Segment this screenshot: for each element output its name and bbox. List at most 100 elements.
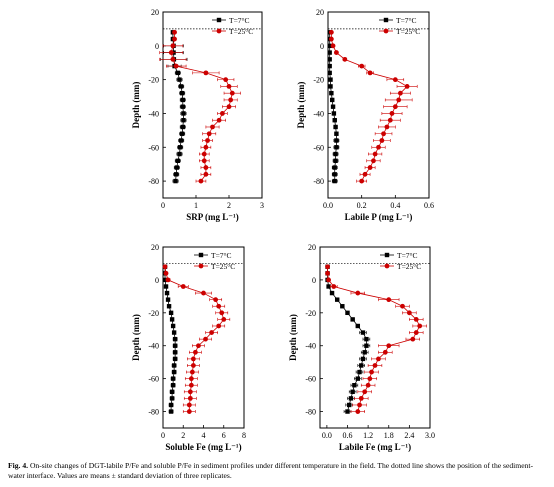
data-point [355, 323, 361, 329]
data-point [169, 389, 175, 394]
y-tick-label: -20 [148, 309, 159, 318]
data-point [226, 104, 232, 110]
y-tick-label: 20 [151, 243, 159, 252]
data-point [327, 43, 332, 49]
data-point [203, 165, 209, 170]
data-point [221, 317, 227, 322]
x-tick-label: 0 [161, 431, 165, 440]
legend-marker [384, 263, 390, 269]
data-point [162, 277, 168, 283]
data-point [359, 63, 365, 69]
y-tick-label: 20 [308, 243, 316, 252]
data-point [168, 402, 174, 408]
data-point [203, 144, 209, 150]
data-point [169, 317, 175, 322]
x-tick-label: 1 [194, 201, 198, 210]
data-point [171, 369, 177, 375]
data-point [174, 165, 180, 170]
data-point [187, 395, 193, 401]
data-point [198, 178, 204, 184]
y-axis-label: Depth (mm) [131, 314, 141, 361]
data-point [386, 297, 392, 303]
data-point [359, 363, 364, 368]
data-point [333, 158, 338, 163]
data-point [175, 158, 181, 163]
legend-label: T=25°C [397, 262, 421, 271]
data-point [327, 63, 332, 69]
data-point [384, 124, 390, 130]
data-point [229, 90, 235, 96]
data-point [358, 395, 364, 401]
data-point [325, 270, 330, 276]
data-point [326, 277, 331, 283]
caption-text: On-site changes of DGT-labile P/Fe and s… [8, 461, 534, 480]
legend-marker [216, 17, 222, 23]
data-point [203, 70, 209, 76]
data-point [206, 131, 212, 137]
figure-caption: Fig. 4. On-site changes of DGT-labile P/… [8, 461, 548, 481]
data-point [226, 84, 232, 89]
data-point [348, 396, 354, 401]
data-point [350, 389, 355, 394]
series-cold [160, 30, 188, 184]
y-tick-label: -20 [313, 76, 324, 85]
data-point [190, 363, 196, 368]
data-point [365, 382, 371, 388]
data-point [327, 50, 332, 55]
y-tick-label: 0 [312, 276, 316, 285]
chart-panel-1: 20 0 -20 -40 -60 -80 0 1 2 3 SRP (mg L⁻¹) Depth (mm… [131, 8, 264, 222]
data-point [186, 409, 192, 414]
data-point [333, 151, 338, 157]
data-point [180, 104, 185, 109]
x-tick-label: 3 [260, 201, 264, 210]
data-point [345, 409, 350, 414]
data-point [387, 117, 393, 123]
data-point [177, 151, 182, 157]
series-warm [325, 264, 427, 414]
data-point [174, 172, 179, 177]
data-point [171, 330, 177, 335]
data-point [170, 383, 176, 388]
data-point [177, 77, 182, 82]
data-point [347, 402, 352, 408]
data-point [367, 70, 373, 76]
data-point [328, 36, 334, 42]
data-point [334, 145, 339, 150]
data-point [362, 171, 368, 177]
data-point [329, 290, 335, 296]
y-tick-label: 20 [151, 8, 159, 17]
caption-label: Fig. 4. [8, 461, 29, 470]
data-point [170, 323, 176, 329]
x-tick-label: 2 [227, 201, 231, 210]
series-warm [328, 29, 418, 184]
data-point [201, 290, 206, 296]
data-point [189, 369, 195, 375]
data-point [326, 284, 331, 289]
legend-label: T=25°C [396, 27, 420, 36]
legend-marker [383, 28, 389, 34]
y-tick-label: -80 [305, 408, 316, 417]
y-tick-label: -60 [313, 143, 324, 152]
data-point [413, 317, 419, 322]
series-cold [162, 264, 178, 414]
legend-marker [198, 263, 204, 269]
x-axis-label: Labile P (mg L⁻¹) [345, 212, 413, 222]
data-point [334, 131, 339, 136]
data-point [201, 158, 207, 164]
data-point [203, 171, 209, 177]
data-point [162, 264, 168, 270]
y-tick-label: 0 [155, 276, 159, 285]
data-point [228, 97, 234, 103]
data-point [165, 297, 171, 302]
data-point [165, 277, 171, 283]
data-point [177, 145, 183, 150]
data-point [179, 90, 185, 96]
data-point [181, 118, 186, 123]
data-point [219, 310, 225, 316]
data-point [180, 284, 186, 289]
series-cold [325, 264, 371, 414]
data-point [330, 43, 336, 49]
data-point [325, 264, 330, 270]
data-point [188, 382, 194, 388]
y-tick-label: -80 [313, 177, 324, 186]
